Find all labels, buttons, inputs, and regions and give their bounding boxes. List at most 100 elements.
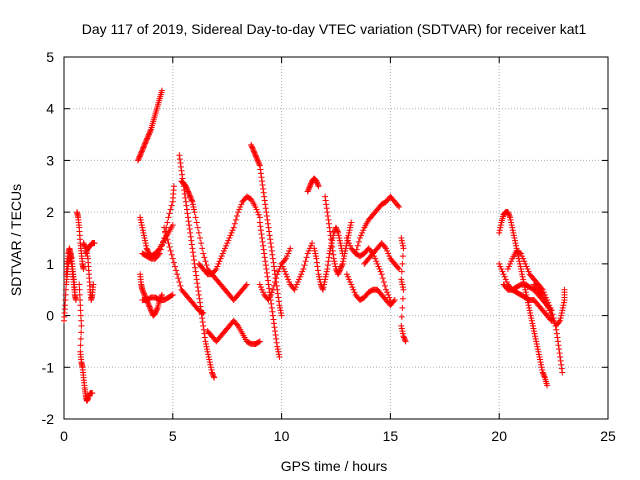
data-point	[324, 262, 331, 269]
data-point	[309, 240, 316, 247]
chart-title: Day 117 of 2019, Sidereal Day-to-day VTE…	[82, 21, 587, 37]
data-point	[164, 219, 171, 226]
data-point	[322, 197, 329, 204]
data-point	[496, 227, 503, 234]
data-point	[396, 203, 403, 210]
data-point	[324, 213, 331, 220]
data-point	[188, 197, 195, 204]
data-point	[280, 266, 287, 273]
data-point	[78, 322, 85, 329]
data-point	[177, 282, 184, 289]
data-point	[253, 206, 260, 213]
data-point	[323, 205, 330, 212]
data-point	[188, 241, 195, 248]
data-point	[313, 179, 320, 186]
data-point	[291, 286, 298, 293]
data-point	[84, 395, 91, 402]
data-point	[176, 278, 183, 285]
data-point	[160, 238, 167, 245]
data-point	[260, 246, 267, 253]
data-point	[510, 232, 517, 239]
series-sat-z	[352, 193, 403, 257]
data-point	[255, 339, 262, 346]
data-point	[349, 284, 356, 291]
y-tick-label: -1	[42, 359, 55, 375]
data-point	[200, 326, 207, 333]
data-point	[250, 147, 257, 154]
data-point	[553, 330, 560, 337]
data-point	[257, 170, 264, 177]
data-point	[537, 359, 544, 366]
data-point	[184, 187, 191, 194]
data-point	[257, 284, 264, 291]
data-point	[264, 273, 271, 280]
data-point	[501, 273, 508, 280]
data-point	[311, 245, 318, 252]
data-point	[399, 253, 406, 260]
data-point	[373, 258, 380, 265]
data-point	[300, 266, 307, 273]
data-point	[255, 160, 262, 167]
data-point	[507, 260, 514, 267]
data-point	[176, 152, 183, 159]
data-point	[305, 187, 312, 194]
data-point	[380, 278, 387, 285]
data-point	[265, 224, 272, 231]
data-point	[263, 269, 270, 276]
data-point	[319, 285, 326, 292]
data-point	[348, 281, 355, 288]
data-point	[340, 258, 347, 265]
data-point	[315, 183, 322, 190]
data-point	[232, 216, 239, 223]
data-point	[336, 268, 343, 275]
data-point	[305, 247, 312, 254]
data-point	[498, 266, 505, 273]
data-point	[264, 216, 271, 223]
data-point	[346, 240, 353, 247]
data-point	[230, 224, 237, 231]
data-point	[377, 268, 384, 275]
data-point	[507, 216, 514, 223]
data-point	[265, 281, 272, 288]
data-point	[508, 219, 515, 226]
data-point	[285, 250, 292, 257]
data-point	[146, 303, 153, 310]
data-point	[195, 291, 202, 298]
data-point	[532, 335, 539, 342]
data-point	[137, 150, 144, 157]
data-point	[134, 157, 141, 164]
data-point	[286, 247, 293, 254]
data-point	[386, 294, 393, 301]
data-point	[144, 247, 151, 254]
data-point	[353, 246, 360, 253]
data-point	[139, 224, 146, 231]
data-points	[61, 87, 568, 404]
series-sat-m	[176, 152, 218, 381]
data-point	[341, 250, 348, 257]
data-point	[199, 245, 206, 252]
data-point	[266, 228, 273, 235]
y-tick-label: -2	[42, 411, 55, 427]
data-point	[209, 370, 216, 377]
data-point	[275, 351, 282, 358]
data-point	[519, 271, 526, 278]
data-point	[145, 300, 152, 307]
data-point	[314, 180, 321, 187]
data-point	[324, 266, 331, 273]
plot-border	[63, 56, 609, 420]
data-point	[497, 263, 504, 270]
data-point	[200, 322, 207, 329]
data-point	[257, 223, 264, 230]
data-point	[237, 203, 244, 210]
data-point	[252, 152, 259, 159]
data-point	[265, 220, 271, 227]
data-point	[311, 247, 318, 254]
data-point	[342, 245, 349, 252]
data-point	[141, 291, 148, 298]
data-point	[321, 281, 328, 288]
data-point	[187, 193, 194, 200]
data-point	[269, 286, 276, 293]
data-point	[139, 147, 146, 154]
data-point	[535, 348, 542, 355]
data-point	[312, 250, 319, 257]
